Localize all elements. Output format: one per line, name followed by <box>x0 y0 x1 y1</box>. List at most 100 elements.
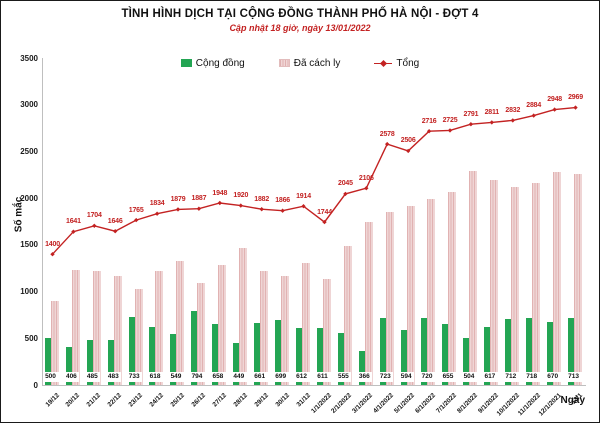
bar-value-label: 406 <box>63 372 80 382</box>
chart-title: TÌNH HÌNH DỊCH TẠI CỘNG ĐỒNG THÀNH PHỐ H… <box>121 8 479 20</box>
bar-da-cach-ly <box>92 271 101 385</box>
bar-cong-dong <box>128 316 135 385</box>
bar-da-cach-ly <box>50 300 59 385</box>
tong-point-label: 1744 <box>317 208 332 216</box>
bar-da-cach-ly <box>406 206 415 385</box>
pink-bar-swatch-icon <box>278 59 290 67</box>
legend-label: Tổng <box>396 57 420 69</box>
bar-da-cach-ly <box>239 247 248 385</box>
legend-item-da-cach-ly: Đã cách ly <box>278 57 341 69</box>
bar-da-cach-ly <box>113 276 122 385</box>
bar-value-label: 794 <box>189 372 205 382</box>
tong-point-label: 1914 <box>296 192 311 200</box>
y-tick-label: 0 <box>33 380 38 390</box>
bar-da-cach-ly <box>155 271 164 385</box>
bar-da-cach-ly <box>343 245 352 385</box>
bar-da-cach-ly <box>197 282 206 385</box>
y-tick-label: 1500 <box>20 240 38 250</box>
tong-point-label: 2969 <box>568 94 583 102</box>
bar-cong-dong <box>526 317 532 385</box>
bar-da-cach-ly <box>553 172 561 385</box>
bar-cong-dong <box>505 318 512 385</box>
bar-cong-dong <box>170 333 177 385</box>
bar-da-cach-ly <box>260 270 268 385</box>
bar-cong-dong <box>421 317 428 385</box>
bar-da-cach-ly <box>322 279 331 385</box>
bar-value-label: 618 <box>147 372 164 382</box>
bar-cong-dong <box>295 327 302 385</box>
bar-cong-dong <box>86 339 93 385</box>
tong-point-label: 2506 <box>400 137 416 145</box>
bar-cong-dong <box>191 310 198 385</box>
x-axis-title: Ngày <box>560 395 585 406</box>
bar-value-label: 594 <box>398 372 415 382</box>
legend-label: Đã cách ly <box>293 57 341 69</box>
bar-cong-dong <box>567 318 574 385</box>
red-line-swatch-icon <box>374 59 393 67</box>
bar-cong-dong <box>379 317 386 385</box>
bar-cong-dong <box>316 327 323 385</box>
bar-da-cach-ly <box>469 171 478 385</box>
bar-cong-dong <box>337 333 344 385</box>
bar-value-label: 713 <box>565 372 582 382</box>
bar-value-label: 718 <box>523 372 540 382</box>
tong-point-label: 1646 <box>107 217 123 225</box>
tong-point-label: 2884 <box>526 102 542 110</box>
bar-da-cach-ly <box>176 260 185 385</box>
bar-da-cach-ly <box>490 180 499 385</box>
bar-value-label: 485 <box>84 372 101 382</box>
bar-da-cach-ly <box>448 191 457 385</box>
bar-cong-dong <box>65 347 72 385</box>
bar-cong-dong <box>400 329 407 385</box>
bar-da-cach-ly <box>218 264 227 385</box>
legend-item-cong-dong: Cộng đồng <box>180 57 245 69</box>
bar-cong-dong <box>463 337 470 385</box>
bar-cong-dong <box>212 323 219 385</box>
bar-value-label: 366 <box>356 372 373 382</box>
bar-value-label: 500 <box>42 372 59 382</box>
bar-cong-dong <box>484 327 491 385</box>
bar-value-label: 723 <box>377 372 394 382</box>
y-tick-label: 3000 <box>20 100 38 110</box>
bar-value-label: 483 <box>105 372 122 382</box>
bar-value-label: 504 <box>461 372 477 382</box>
bar-da-cach-ly <box>511 186 520 385</box>
bar-da-cach-ly <box>573 174 582 385</box>
bar-cong-dong <box>233 343 240 385</box>
bar-da-cach-ly <box>281 276 289 385</box>
legend-item-tong: Tổng <box>374 58 419 69</box>
bar-da-cach-ly <box>427 198 436 385</box>
bar-da-cach-ly <box>385 211 394 385</box>
bar-value-label: 612 <box>293 372 310 382</box>
bar-cong-dong <box>547 322 553 385</box>
y-tick-label: 1000 <box>20 287 38 297</box>
bar-da-cach-ly <box>71 269 80 385</box>
bar-value-label: 617 <box>481 372 498 382</box>
bar-value-label: 611 <box>314 372 331 382</box>
tong-point-label: 1400 <box>45 240 60 248</box>
y-tick-label: 500 <box>24 333 38 343</box>
tong-point-label: 2725 <box>442 116 458 124</box>
bar-cong-dong <box>149 327 156 385</box>
y-axis-line <box>42 58 43 386</box>
bar-value-label: 712 <box>502 372 519 382</box>
tong-point-label: 2948 <box>547 96 562 104</box>
bar-da-cach-ly <box>301 263 310 385</box>
tong-point-label: 1765 <box>128 206 144 214</box>
bar-cong-dong <box>44 338 51 385</box>
bar-da-cach-ly <box>364 222 373 385</box>
x-axis-line <box>42 385 586 386</box>
bar-value-label: 658 <box>209 372 226 382</box>
y-tick-label: 2000 <box>20 193 38 203</box>
bar-value-label: 655 <box>440 372 456 382</box>
bar-cong-dong <box>442 323 449 385</box>
bar-cong-dong <box>254 323 260 385</box>
bar-value-label: 733 <box>126 372 143 382</box>
legend: Cộng đồng Đã cách ly Tổng <box>1 55 599 71</box>
bar-cong-dong <box>275 319 281 385</box>
bar-value-label: 699 <box>272 372 289 382</box>
legend-label: Cộng đồng <box>195 57 245 69</box>
y-tick-label: 2500 <box>20 146 38 156</box>
bar-value-label: 661 <box>251 372 268 382</box>
